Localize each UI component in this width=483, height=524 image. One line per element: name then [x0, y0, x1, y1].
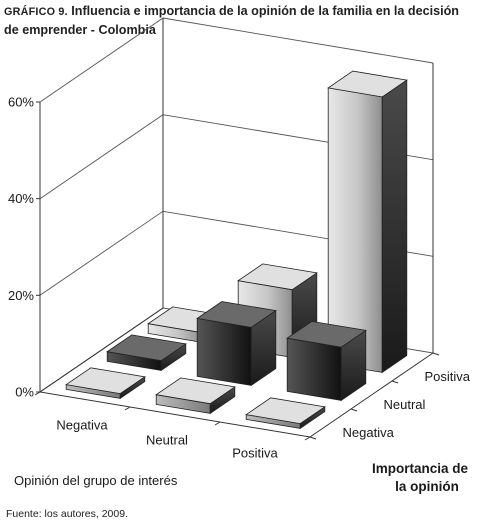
- bar-top-face: [196, 301, 277, 328]
- y-tick-label-1: 20%: [8, 288, 34, 303]
- bar-top-face: [106, 334, 187, 362]
- bar-top-face: [237, 263, 318, 291]
- bar-top-face: [286, 320, 367, 348]
- bar-negativa-positiva: [245, 397, 326, 430]
- depth-axis-title-line1: Importancia de: [372, 461, 469, 476]
- depth-category-label-2: Positiva: [425, 369, 471, 384]
- bar-top-face: [245, 397, 326, 425]
- bar-positiva-positiva: [327, 70, 408, 374]
- y-tick-label-0: 0%: [15, 385, 34, 400]
- x-tick-mark-2: [214, 421, 221, 426]
- source-note: Fuente: los autores, 2009.: [6, 508, 128, 520]
- chart-title-text: Influencia e importancia de la opinión d…: [4, 4, 459, 37]
- x-tick-mark-0: [34, 391, 41, 396]
- y-tick-label-3: 60%: [8, 95, 34, 110]
- bar-neutral-negativa: [106, 334, 187, 372]
- x-tick-mark-3: [304, 436, 311, 441]
- x-category-label-1: Neutral: [146, 433, 188, 448]
- floor-outline: [38, 307, 434, 438]
- depth-tick-mark-0: [309, 436, 317, 440]
- depth-tick-mark-1: [350, 408, 358, 412]
- bar-side-face: [381, 79, 408, 374]
- bar-neutral-neutral: [196, 301, 277, 387]
- chart-labels: 0% 20% 40% 60% Negativa Neutral Positiva Negati…: [8, 95, 471, 495]
- bar-top-face: [65, 367, 146, 395]
- depth-category-label-1: Neutral: [384, 397, 426, 412]
- bar-negativa-neutral: [155, 377, 236, 415]
- depth-category-label-0: Negativa: [343, 425, 395, 440]
- depth-tick-mark-3: [432, 352, 440, 356]
- x-axis-title: Opinión del grupo de interés: [14, 473, 178, 488]
- chart-title-lead: GRÁFICO 9.: [4, 6, 68, 18]
- x-category-label-2: Positiva: [232, 446, 278, 461]
- depth-axis-title-line2: la opinión: [395, 479, 459, 494]
- chart-title: GRÁFICO 9. Influencia e importancia de l…: [4, 2, 476, 39]
- y-tick-label-2: 40%: [8, 191, 34, 206]
- x-category-label-0: Negativa: [56, 418, 108, 433]
- x-tick-mark-1: [124, 406, 131, 411]
- bar-top-face: [327, 70, 408, 98]
- bar-negativa-negativa: [65, 367, 146, 400]
- bar-front-face: [286, 337, 342, 401]
- depth-tick-mark-2: [391, 380, 399, 384]
- chart-bars: [65, 70, 408, 430]
- bar-front-face: [196, 317, 252, 386]
- bar-top-face: [155, 377, 236, 405]
- bar-neutral-positiva: [286, 320, 367, 402]
